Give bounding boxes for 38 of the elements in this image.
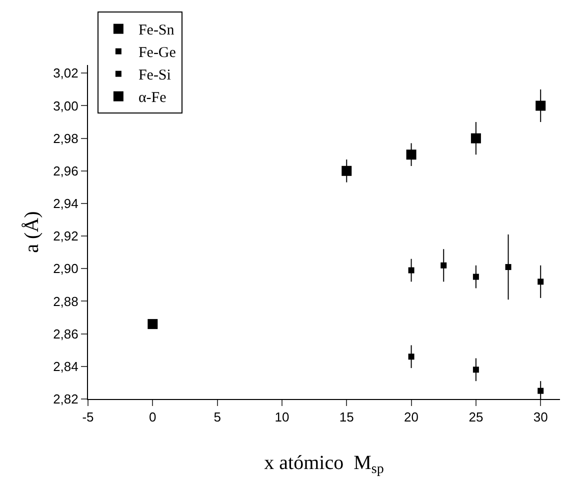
point — [472, 274, 479, 280]
y-axis-title: a (Å) — [21, 211, 43, 253]
x-tick-label: 30 — [533, 410, 548, 425]
point — [148, 319, 158, 330]
point — [408, 354, 414, 360]
point — [538, 278, 544, 285]
y-tick-label: 3,00 — [53, 98, 78, 114]
x-tick-label: 0 — [149, 410, 156, 425]
x-tick-label: -5 — [82, 410, 94, 425]
y-tick-label: 2,98 — [53, 130, 78, 146]
y-tick-label: 2,92 — [53, 228, 78, 244]
point — [440, 262, 447, 268]
y-tick-label: 3,02 — [53, 66, 78, 81]
point — [536, 100, 546, 111]
point — [472, 366, 479, 373]
x-tick-label: 15 — [339, 410, 354, 425]
y-tick-label: 2,86 — [53, 326, 78, 342]
point — [408, 267, 414, 274]
point — [406, 150, 416, 160]
x-tick-label: 20 — [404, 410, 419, 425]
y-tick-label: 2,88 — [53, 294, 78, 309]
y-tick-label: 2,90 — [53, 261, 78, 276]
point — [505, 264, 512, 270]
y-tick-label: 2,84 — [53, 358, 78, 374]
point — [342, 166, 352, 176]
legend-label: Fe-Ge — [138, 45, 176, 62]
x-tick-label: 10 — [274, 410, 290, 425]
x-axis-title: x atómico M$_{sp}$ — [264, 452, 384, 478]
legend-label: Fe-Sn — [138, 22, 175, 39]
point — [470, 133, 481, 144]
x-tick-label: 25 — [468, 410, 484, 425]
y-tick-label: 2,96 — [53, 163, 78, 178]
x-tick-label: 5 — [214, 410, 221, 425]
legend-label: Fe-Si — [138, 68, 171, 84]
legend-label: α-Fe — [138, 90, 167, 106]
y-tick-label: 2,94 — [53, 196, 78, 212]
point — [538, 388, 544, 394]
y-tick-label: 2,82 — [53, 392, 78, 407]
